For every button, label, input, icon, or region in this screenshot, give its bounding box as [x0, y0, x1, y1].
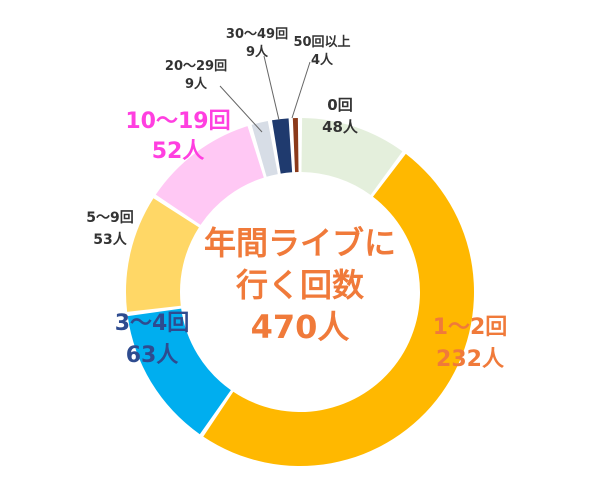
leader-line-7 — [263, 55, 280, 121]
slice-label-category-7: 30～49回 — [226, 27, 288, 42]
slice-label-category-1: 0回 — [327, 96, 352, 114]
center-title-line-2: 行く回数 — [236, 266, 365, 304]
center-title: 年間ライブに 行く回数 470人 — [204, 224, 396, 346]
slice-label-value-8: 4人 — [311, 52, 334, 68]
slice-8 — [292, 118, 299, 173]
slice-5 — [155, 126, 264, 225]
slice-6 — [251, 121, 278, 177]
slice-2 — [203, 153, 475, 467]
slice-label-category-8: 50回以上 — [293, 35, 350, 50]
slice-label-value-5: 52人 — [152, 139, 205, 164]
leader-lines — [219, 55, 311, 133]
slice-label-category-2: 1～2回 — [433, 315, 508, 340]
slice-label-category-6: 20～29回 — [165, 59, 227, 74]
slice-label-category-4: 5～9回 — [86, 210, 133, 226]
slice-4 — [125, 198, 199, 312]
slice-label-value-4: 53人 — [93, 231, 127, 248]
slice-label-category-3: 3～4回 — [115, 311, 190, 336]
center-title-total: 470人 — [251, 308, 350, 346]
slice-labels: 0回 48人 1～2回 232人 3～4回 63人 5～9回 53人 10～19回 52人 20～2… — [86, 27, 507, 372]
leader-line-6 — [219, 85, 263, 133]
leader-line-8 — [291, 61, 311, 119]
slice-label-value-1: 48人 — [322, 118, 359, 136]
slice-1 — [301, 118, 403, 195]
slice-3 — [127, 308, 231, 435]
slice-label-value-3: 63人 — [126, 343, 179, 368]
slice-label-value-7: 9人 — [246, 44, 269, 60]
slice-label-value-2: 232人 — [436, 347, 504, 372]
center-title-line-1: 年間ライブに — [204, 224, 396, 262]
slice-label-value-6: 9人 — [185, 76, 208, 92]
slice-7 — [272, 118, 293, 174]
slice-label-category-5: 10～19回 — [125, 109, 230, 134]
donut-slices — [125, 118, 475, 467]
